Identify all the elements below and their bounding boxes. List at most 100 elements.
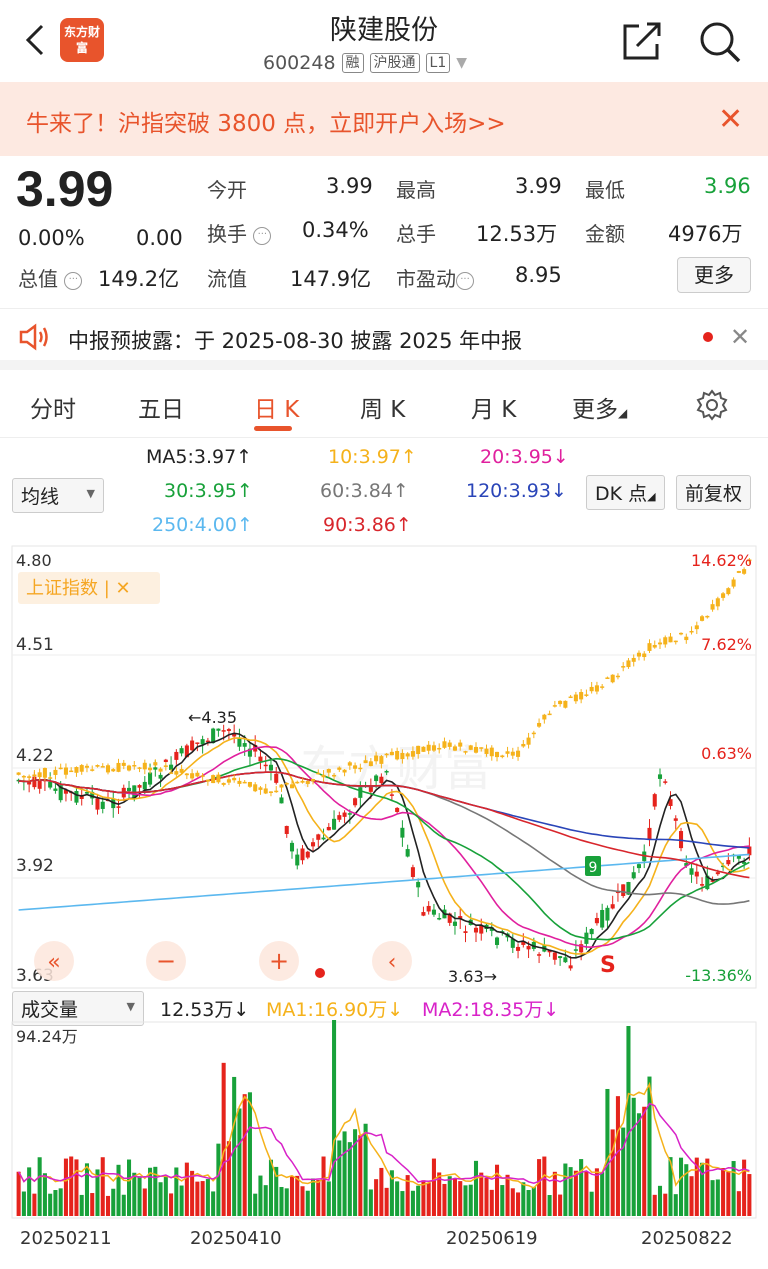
index-tag-bg[interactable]	[18, 572, 160, 604]
tab-daily-k[interactable]: 日 K	[254, 397, 300, 423]
volume-bar	[316, 1180, 321, 1216]
volume-bar	[605, 1088, 610, 1216]
dropdown-arrow-icon[interactable]: ▼	[456, 55, 468, 71]
svg-text:«: «	[47, 950, 60, 975]
index-candle	[579, 692, 584, 700]
volume-ma-group	[17, 1081, 750, 1189]
promo-banner[interactable]: 牛来了！沪指突破 3800 点，立即开户入场>> ✕	[0, 82, 768, 156]
candle	[247, 748, 252, 757]
svg-text:+: +	[269, 947, 289, 975]
label-pe: 市盈动 ···	[396, 263, 474, 292]
step-left-button[interactable]: ‹	[372, 941, 412, 981]
indicator-dot	[315, 968, 325, 978]
info-icon[interactable]: ···	[253, 226, 272, 245]
candle	[242, 743, 247, 747]
volume-bar	[153, 1166, 158, 1216]
index-candle	[521, 743, 526, 747]
value-volume: 12.53万	[476, 222, 558, 246]
index-candle	[184, 773, 189, 776]
info-icon[interactable]: ···	[456, 271, 474, 290]
volume-bar	[463, 1185, 468, 1216]
ma30-value: 30:3.95↑	[164, 480, 253, 502]
index-candle	[200, 775, 205, 777]
candle	[600, 909, 605, 928]
volume-bar	[116, 1164, 121, 1216]
volume-bar	[363, 1123, 368, 1216]
label-volume: 总手	[396, 222, 436, 246]
tab-weekly-k[interactable]: 周 K	[360, 397, 406, 423]
close-icon[interactable]: ✕	[730, 323, 751, 351]
index-candle	[537, 722, 542, 727]
candle	[452, 921, 457, 926]
signal-nine-badge[interactable]	[585, 856, 601, 876]
notice-text[interactable]: 中报预披露：于 2025-08-30 披露 2025 年中报	[68, 329, 523, 353]
tab-more[interactable]: 更多◢	[572, 397, 628, 423]
volume-bar	[132, 1172, 137, 1216]
index-candle	[589, 686, 594, 692]
volume-chart[interactable]: 94.24万	[0, 1020, 768, 1222]
volume-bar	[679, 1157, 684, 1216]
more-button[interactable]: 更多	[677, 257, 751, 293]
sell-signal-s[interactable]: S	[600, 953, 616, 978]
tab-intraday[interactable]: 分时	[30, 397, 76, 423]
candle	[437, 917, 442, 920]
volume-bar	[673, 1194, 678, 1216]
candle	[621, 884, 626, 896]
candle	[473, 927, 479, 933]
index-candle	[42, 767, 47, 778]
candle	[416, 881, 421, 888]
index-candle	[416, 745, 421, 755]
candle	[311, 842, 316, 847]
search-icon[interactable]	[698, 20, 742, 64]
signal-nine[interactable]: 9	[589, 860, 598, 876]
volume-bar	[242, 1094, 247, 1216]
tab-five-day[interactable]: 五日	[138, 397, 184, 423]
stock-code: 600248	[263, 52, 336, 74]
candle	[463, 931, 468, 933]
candle	[479, 925, 484, 934]
volume-bar	[657, 1185, 663, 1216]
zoom-out-button[interactable]: −	[146, 941, 186, 981]
volume-selector[interactable]: 成交量 ▼	[12, 991, 144, 1026]
candle	[342, 812, 347, 817]
tag-level: L1	[425, 53, 451, 73]
dk-point-button[interactable]: DK 点◢	[586, 475, 665, 510]
info-icon[interactable]: ···	[64, 271, 83, 290]
back-arrow-icon[interactable]	[22, 22, 50, 58]
index-candle	[237, 780, 242, 784]
tab-monthly-k[interactable]: 月 K	[471, 397, 517, 423]
index-candle	[442, 741, 447, 748]
candle	[405, 849, 410, 857]
volume-bar	[211, 1191, 216, 1216]
candle	[547, 950, 552, 953]
candle	[400, 827, 405, 838]
index-candle	[395, 750, 400, 760]
index-tag[interactable]: 上证指数 | ✕	[26, 578, 131, 599]
candle	[221, 730, 226, 732]
index-candle	[526, 737, 531, 745]
volume-bar	[473, 1160, 479, 1216]
close-icon[interactable]: ✕	[718, 102, 744, 137]
adjust-button[interactable]: 前复权	[676, 475, 752, 510]
zoom-in-button[interactable]: +	[259, 941, 299, 981]
notice-bar[interactable]: 中报预披露：于 2025-08-30 披露 2025 年中报 ✕	[0, 308, 768, 370]
share-icon[interactable]	[621, 20, 663, 62]
promo-text[interactable]: 牛来了！沪指突破 3800 点，立即开户入场>>	[26, 111, 506, 137]
candle	[332, 818, 337, 830]
index-candle	[300, 780, 305, 783]
candle	[736, 855, 741, 859]
volume-ma-line	[17, 1081, 750, 1189]
volume-bar	[374, 1179, 379, 1216]
app-logo: 东方财富	[60, 18, 104, 62]
index-candle	[484, 748, 489, 754]
index-candle	[63, 767, 68, 775]
index-candle	[195, 772, 200, 777]
scroll-left-button[interactable]: «	[34, 941, 74, 981]
volume-bar	[179, 1185, 184, 1216]
ma-selector[interactable]: 均线 ▼	[12, 478, 104, 513]
ma10-value: 10:3.97↑	[328, 446, 417, 468]
settings-gear-icon[interactable]	[696, 389, 728, 421]
candle	[715, 872, 720, 875]
kline-chart[interactable]: 东方财富 4.80 4.51 4.22 3.92 3.63 14.62% 7.6…	[0, 540, 768, 990]
volume-bar	[700, 1162, 705, 1216]
